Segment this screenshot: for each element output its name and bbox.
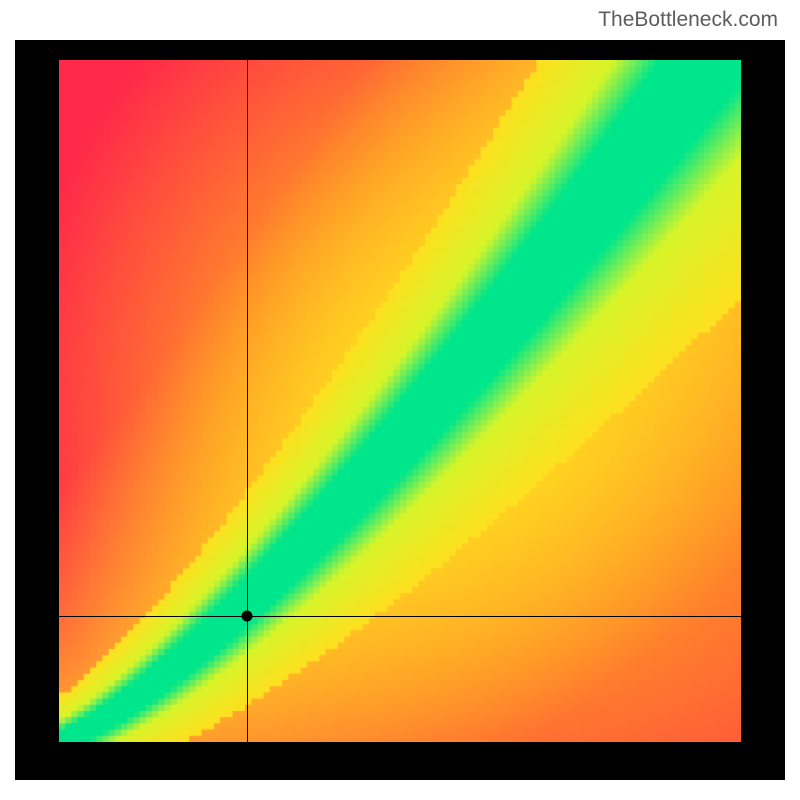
- chart-container: TheBottleneck.com: [0, 0, 800, 800]
- crosshair-horizontal: [59, 616, 741, 617]
- crosshair-vertical: [247, 60, 248, 742]
- heatmap-canvas: [59, 60, 741, 742]
- chart-plot-area: [59, 60, 741, 742]
- chart-frame: [15, 40, 785, 780]
- watermark-text: TheBottleneck.com: [598, 8, 778, 32]
- data-point-marker: [241, 610, 252, 621]
